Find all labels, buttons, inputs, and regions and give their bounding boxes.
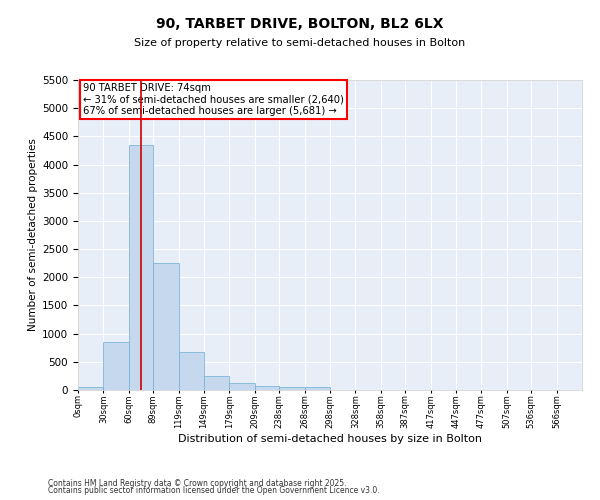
Text: Size of property relative to semi-detached houses in Bolton: Size of property relative to semi-detach…: [134, 38, 466, 48]
Text: Contains HM Land Registry data © Crown copyright and database right 2025.: Contains HM Land Registry data © Crown c…: [48, 478, 347, 488]
Bar: [279, 387, 305, 390]
Text: 90, TARBET DRIVE, BOLTON, BL2 6LX: 90, TARBET DRIVE, BOLTON, BL2 6LX: [156, 18, 444, 32]
Bar: [305, 387, 330, 390]
Bar: [229, 383, 255, 390]
Bar: [255, 386, 279, 390]
X-axis label: Distribution of semi-detached houses by size in Bolton: Distribution of semi-detached houses by …: [178, 434, 482, 444]
Bar: [204, 376, 229, 390]
Bar: [78, 387, 103, 390]
Y-axis label: Number of semi-detached properties: Number of semi-detached properties: [28, 138, 38, 332]
Bar: [103, 342, 129, 390]
Bar: [179, 352, 204, 390]
Bar: [153, 263, 179, 390]
Text: 90 TARBET DRIVE: 74sqm
← 31% of semi-detached houses are smaller (2,640)
67% of : 90 TARBET DRIVE: 74sqm ← 31% of semi-det…: [83, 83, 344, 116]
Bar: [129, 145, 153, 390]
Text: Contains public sector information licensed under the Open Government Licence v3: Contains public sector information licen…: [48, 486, 380, 495]
